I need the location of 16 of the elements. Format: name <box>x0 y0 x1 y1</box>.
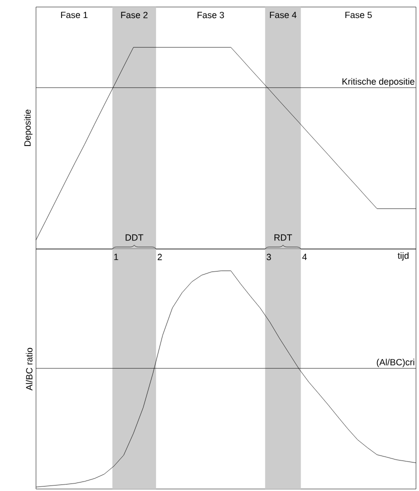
text: 2 <box>158 254 162 260</box>
ref-line-label: Kritische depositie <box>342 78 414 86</box>
text: Fase 5 <box>345 12 372 18</box>
annotation: RDT <box>274 234 292 241</box>
text: 1 <box>114 254 118 260</box>
annotation: DDT <box>126 234 144 241</box>
ref-line-label: (Al/BC)cri <box>376 358 414 368</box>
text: 4 <box>302 254 307 260</box>
x-axis-title: tijd <box>398 252 409 261</box>
y-axis-title: Al/BC ratio <box>26 348 32 390</box>
text: Fase 3 <box>198 12 224 18</box>
text: 3 <box>266 254 271 260</box>
y-axis-title: Depositie <box>24 110 32 146</box>
text: Fase 1 <box>61 12 88 18</box>
text: Fase 4 <box>270 12 296 18</box>
text: Fase 2 <box>121 12 148 18</box>
